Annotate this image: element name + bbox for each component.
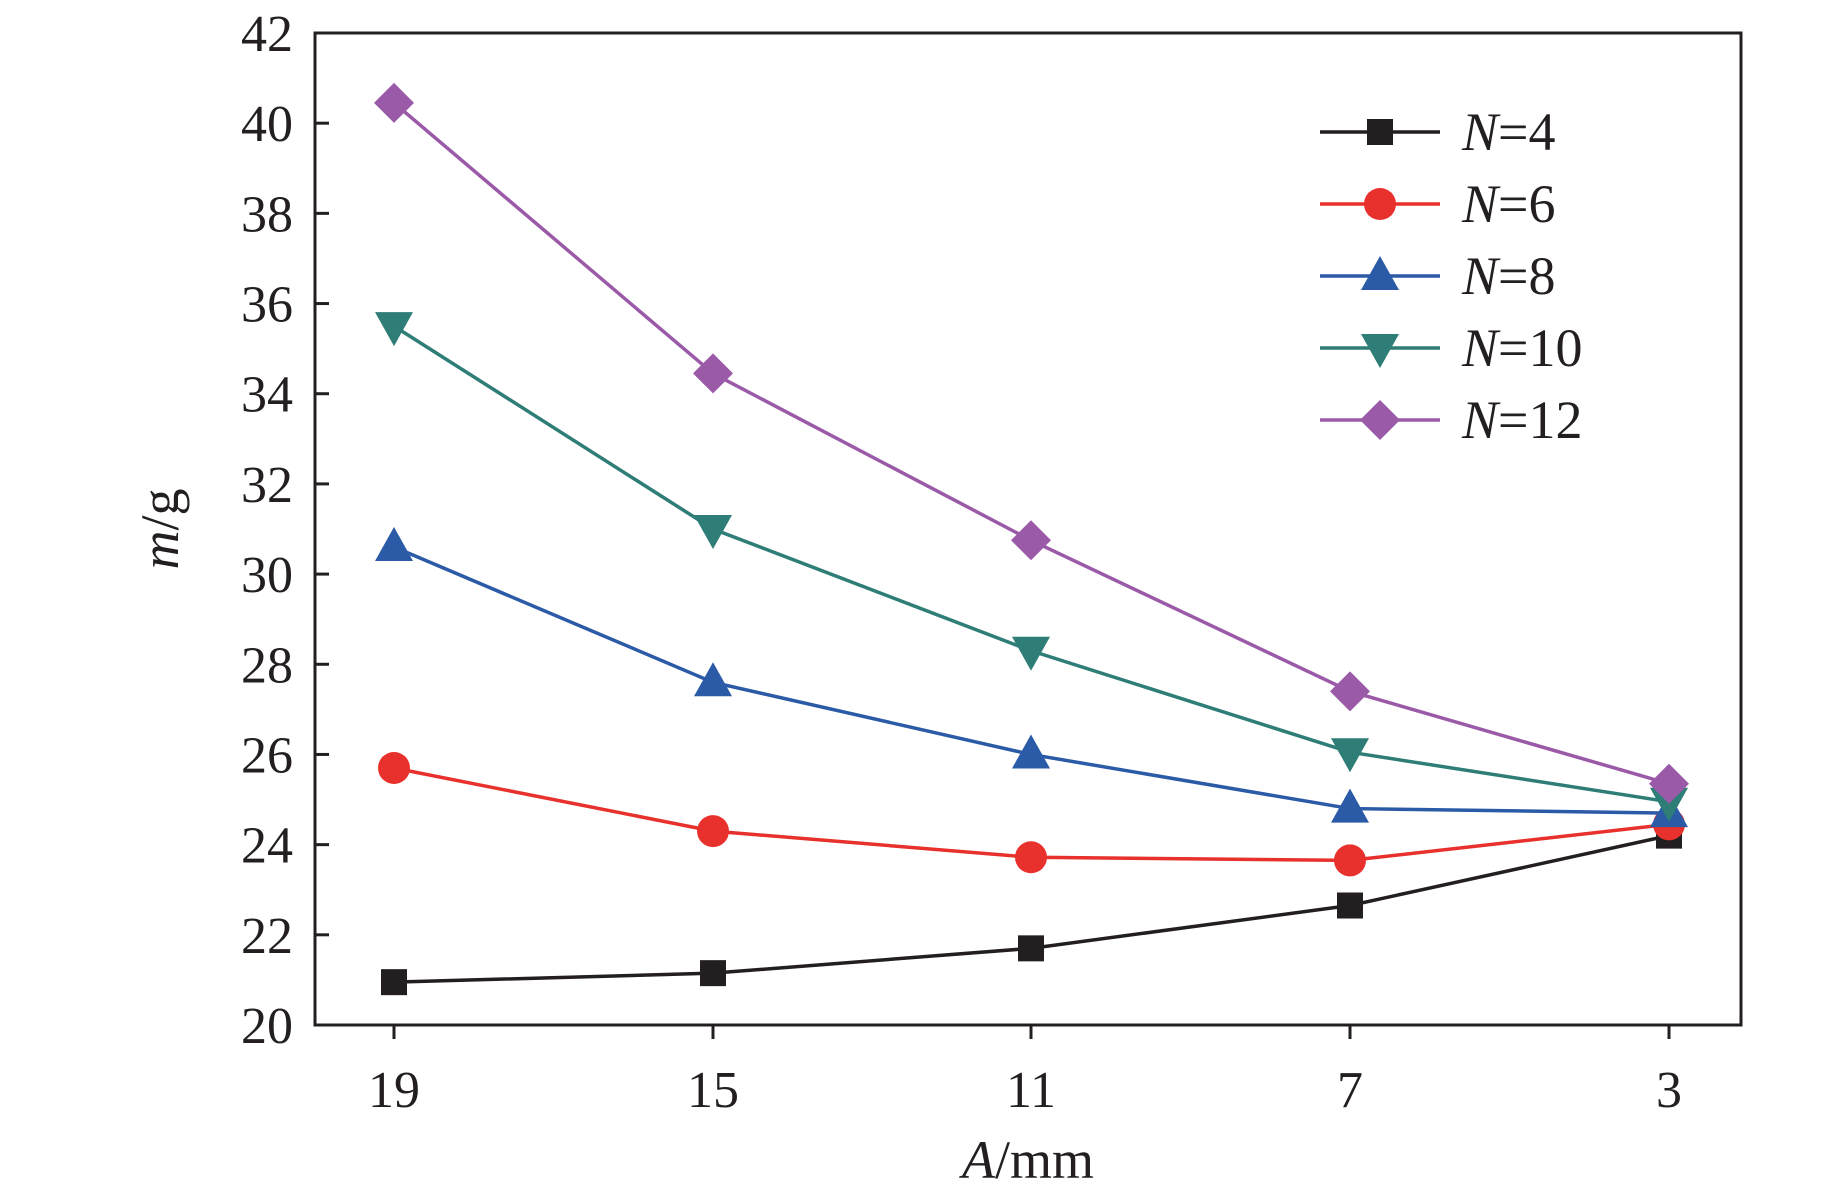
legend-value: =12 bbox=[1498, 390, 1582, 450]
legend-marker bbox=[1364, 188, 1396, 220]
legend-variable: N bbox=[1461, 102, 1501, 162]
legend-marker bbox=[1360, 400, 1400, 440]
legend-item: N=10 bbox=[1320, 318, 1583, 378]
y-tick-label: 38 bbox=[241, 186, 293, 243]
series-N=8 bbox=[375, 527, 1688, 828]
series-N=10 bbox=[375, 312, 1688, 822]
y-tick-label: 20 bbox=[241, 998, 293, 1055]
legend-item: N=12 bbox=[1320, 390, 1583, 450]
plot-frame bbox=[313, 31, 1743, 1027]
x-tick-label: 11 bbox=[1006, 1062, 1056, 1119]
legend-marker bbox=[1367, 119, 1393, 145]
data-point bbox=[693, 353, 733, 394]
data-point bbox=[1011, 520, 1051, 561]
legend: N=4N=6N=8N=10N=12 bbox=[1320, 102, 1583, 450]
legend-variable: N bbox=[1461, 246, 1501, 306]
data-point bbox=[1337, 892, 1363, 919]
data-point bbox=[1012, 636, 1050, 671]
legend-marker bbox=[1361, 334, 1399, 368]
data-point bbox=[1650, 787, 1688, 822]
legend-variable: N bbox=[1461, 318, 1501, 378]
x-axis-title: A/mm bbox=[959, 1130, 1094, 1190]
legend-label: N=6 bbox=[1461, 174, 1556, 234]
data-point bbox=[375, 312, 413, 347]
data-point bbox=[381, 969, 407, 996]
data-point bbox=[375, 527, 413, 562]
y-tick-label: 32 bbox=[241, 457, 293, 514]
legend-value: =10 bbox=[1498, 318, 1582, 378]
data-point bbox=[374, 82, 414, 123]
x-tick-label: 19 bbox=[368, 1062, 420, 1119]
legend-item: N=4 bbox=[1320, 102, 1556, 162]
y-tick-label: 24 bbox=[241, 818, 293, 875]
y-tick-label: 40 bbox=[241, 96, 293, 153]
legend-label: N=4 bbox=[1461, 102, 1556, 162]
x-axis-unit: /mm bbox=[995, 1130, 1094, 1190]
series-N=4 bbox=[381, 822, 1682, 996]
y-tick-label: 36 bbox=[241, 277, 293, 334]
series-layer bbox=[374, 82, 1689, 996]
data-point bbox=[700, 960, 726, 987]
y-axis-variable: m bbox=[130, 531, 190, 570]
data-point bbox=[1012, 734, 1050, 769]
legend-value: =4 bbox=[1498, 102, 1555, 162]
y-tick-label: 30 bbox=[241, 547, 293, 604]
legend-value: =6 bbox=[1498, 174, 1555, 234]
data-point bbox=[697, 815, 729, 848]
x-axis-variable: A bbox=[959, 1130, 996, 1190]
y-tick-label: 22 bbox=[241, 908, 293, 965]
x-tick-label: 7 bbox=[1337, 1062, 1363, 1119]
x-tick-label: 15 bbox=[687, 1062, 739, 1119]
y-tick-label: 26 bbox=[241, 727, 293, 784]
data-point bbox=[378, 751, 410, 784]
data-point bbox=[1334, 844, 1366, 877]
legend-marker bbox=[1361, 256, 1399, 290]
data-point bbox=[1330, 671, 1370, 712]
legend-item: N=6 bbox=[1320, 174, 1556, 234]
y-tick-label: 34 bbox=[241, 367, 293, 424]
series-N=12 bbox=[374, 82, 1689, 804]
y-axis: 20 22 24 26 28 30 32 34 36 38 40 42 bbox=[241, 6, 329, 1055]
legend-variable: N bbox=[1461, 174, 1501, 234]
legend-variable: N bbox=[1461, 390, 1501, 450]
data-point bbox=[694, 662, 732, 697]
legend-value: =8 bbox=[1498, 246, 1555, 306]
y-tick-label: 42 bbox=[241, 6, 293, 63]
legend-label: N=10 bbox=[1461, 318, 1583, 378]
x-axis: 19 15 11 7 3 bbox=[368, 1025, 1682, 1119]
y-axis-unit: /g bbox=[130, 488, 190, 530]
y-tick-label: 28 bbox=[241, 637, 293, 694]
legend-label: N=12 bbox=[1461, 390, 1583, 450]
y-axis-title: m/g bbox=[130, 488, 190, 569]
legend-item: N=8 bbox=[1320, 246, 1556, 306]
legend-label: N=8 bbox=[1461, 246, 1556, 306]
data-point bbox=[1015, 841, 1047, 874]
data-point bbox=[694, 515, 732, 549]
data-point bbox=[1331, 788, 1369, 823]
x-tick-label: 3 bbox=[1656, 1062, 1682, 1119]
series-N=6 bbox=[378, 751, 1685, 877]
data-point bbox=[1018, 935, 1044, 962]
data-point bbox=[1649, 763, 1689, 804]
data-point bbox=[1331, 738, 1369, 773]
